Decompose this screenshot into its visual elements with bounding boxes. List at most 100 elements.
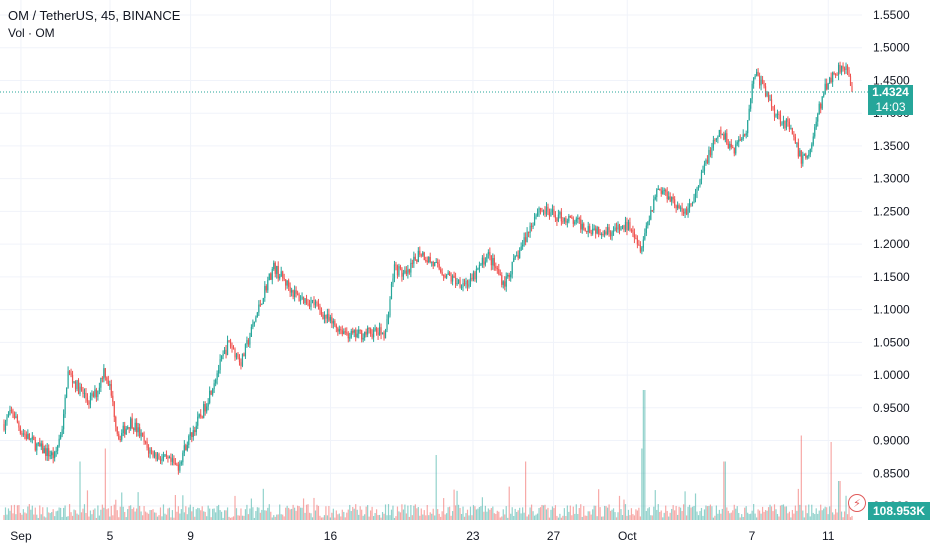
candle-body bbox=[180, 462, 182, 464]
candle-body bbox=[508, 274, 510, 278]
candle-body bbox=[118, 433, 120, 439]
candle-body bbox=[446, 275, 448, 278]
time-axis[interactable]: Sep 5 9 16 23 27 Oct 7 11 bbox=[10, 529, 835, 543]
volume-bar bbox=[846, 514, 849, 520]
price-tick-label: 1.0500 bbox=[873, 335, 910, 349]
candle-body bbox=[280, 271, 282, 277]
volume-bar bbox=[757, 509, 759, 520]
candle-body bbox=[350, 331, 352, 338]
candle-body bbox=[262, 297, 264, 304]
candle-body bbox=[525, 237, 527, 243]
time-tick-label: Sep bbox=[10, 529, 32, 543]
volume-bar bbox=[644, 390, 646, 520]
volume-bar bbox=[721, 508, 723, 520]
candle-body bbox=[170, 457, 172, 462]
candle-body bbox=[522, 244, 524, 247]
candle-body bbox=[346, 332, 348, 334]
candle-body bbox=[709, 149, 712, 156]
volume-bar bbox=[462, 506, 464, 520]
volume-bar bbox=[530, 504, 533, 520]
volume-bar bbox=[411, 515, 413, 520]
volume-bar bbox=[465, 513, 467, 520]
candle-body bbox=[782, 120, 785, 124]
volume-bar bbox=[295, 510, 297, 520]
candle-body bbox=[423, 252, 425, 261]
candle-body bbox=[55, 450, 57, 452]
volume-bar bbox=[574, 513, 576, 520]
candle-body bbox=[457, 279, 460, 284]
volume-bar bbox=[599, 507, 601, 520]
candle-body bbox=[717, 136, 719, 139]
volume-bar bbox=[246, 504, 248, 520]
volume-bar bbox=[449, 506, 451, 520]
candle-body bbox=[617, 224, 619, 230]
candle-body bbox=[71, 375, 74, 383]
volume-bar bbox=[377, 515, 379, 520]
candle-body bbox=[504, 281, 506, 287]
candle-body bbox=[310, 300, 312, 307]
volume-bar bbox=[584, 515, 586, 520]
volume-bar bbox=[654, 490, 656, 520]
volume-bar bbox=[492, 506, 494, 520]
candle-body bbox=[539, 208, 542, 211]
candle-body bbox=[12, 410, 14, 414]
candle-body bbox=[730, 143, 732, 147]
symbol-title[interactable]: OM / TetherUS, 45, BINANCE bbox=[8, 8, 181, 23]
volume-bar bbox=[623, 499, 625, 520]
volume-bar bbox=[223, 510, 226, 520]
candle-body bbox=[647, 221, 649, 226]
volume-bar bbox=[370, 510, 372, 520]
volume-bar bbox=[277, 514, 279, 520]
candle-body bbox=[43, 448, 45, 454]
volume-bar bbox=[727, 510, 729, 520]
volume-bar bbox=[313, 497, 315, 520]
candle-body bbox=[832, 72, 834, 83]
volume-bar bbox=[364, 514, 366, 520]
volume-bar bbox=[258, 507, 260, 520]
volume-bar bbox=[483, 511, 485, 520]
volume-bar bbox=[566, 505, 568, 520]
volume-bar bbox=[788, 511, 791, 520]
volume-indicator-label[interactable]: Vol · OM bbox=[8, 26, 55, 40]
volume-bar bbox=[373, 516, 375, 520]
volume-bar bbox=[222, 517, 224, 520]
candle-body bbox=[365, 331, 367, 335]
candle-body bbox=[654, 197, 656, 200]
volume-bar bbox=[659, 511, 661, 520]
candle-body bbox=[627, 222, 630, 231]
candle-body bbox=[49, 455, 51, 457]
candle-body bbox=[147, 447, 150, 454]
volume-bar bbox=[165, 514, 168, 520]
candle-body bbox=[115, 417, 117, 427]
candle-body bbox=[249, 336, 251, 345]
candle-body bbox=[174, 463, 176, 465]
candle-body bbox=[824, 83, 826, 95]
volume-bar bbox=[319, 515, 321, 520]
volume-bar bbox=[167, 508, 169, 520]
volume-bar bbox=[73, 509, 75, 520]
volume-bar bbox=[270, 511, 272, 520]
candle-body bbox=[656, 189, 658, 198]
candle-body bbox=[308, 304, 311, 307]
candle-body bbox=[548, 211, 551, 217]
volume-bar bbox=[244, 509, 247, 520]
candle-body bbox=[408, 269, 410, 273]
candle-body bbox=[250, 327, 252, 337]
lightning-alert-icon[interactable]: ⚡ bbox=[848, 494, 866, 512]
candle-body bbox=[571, 217, 573, 219]
candle-body bbox=[705, 159, 707, 164]
candle-body bbox=[31, 436, 33, 439]
volume-bar bbox=[447, 507, 449, 520]
volume-bar bbox=[617, 512, 619, 520]
candle-body bbox=[720, 129, 722, 135]
volume-bar bbox=[314, 510, 317, 520]
volume-bar bbox=[74, 510, 77, 520]
price-axis[interactable]: 1.55001.50001.45001.40001.35001.30001.25… bbox=[873, 8, 910, 513]
candle-body bbox=[758, 75, 761, 86]
candle-body bbox=[334, 320, 336, 326]
volume-bar bbox=[170, 517, 172, 520]
volume-bar bbox=[94, 508, 96, 520]
volume-bar bbox=[350, 511, 352, 520]
